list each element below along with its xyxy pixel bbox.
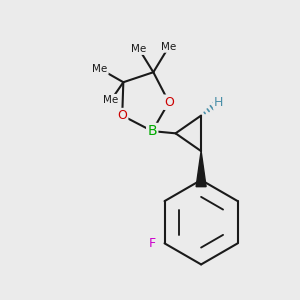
Polygon shape <box>196 151 206 187</box>
Text: B: B <box>147 124 157 138</box>
Text: F: F <box>148 237 156 250</box>
Text: O: O <box>164 96 174 109</box>
Text: Me: Me <box>161 42 176 52</box>
Text: Me: Me <box>92 64 108 74</box>
Text: H: H <box>214 96 224 109</box>
Text: O: O <box>117 109 127 122</box>
Text: Me: Me <box>131 44 146 54</box>
Text: Me: Me <box>103 95 119 105</box>
